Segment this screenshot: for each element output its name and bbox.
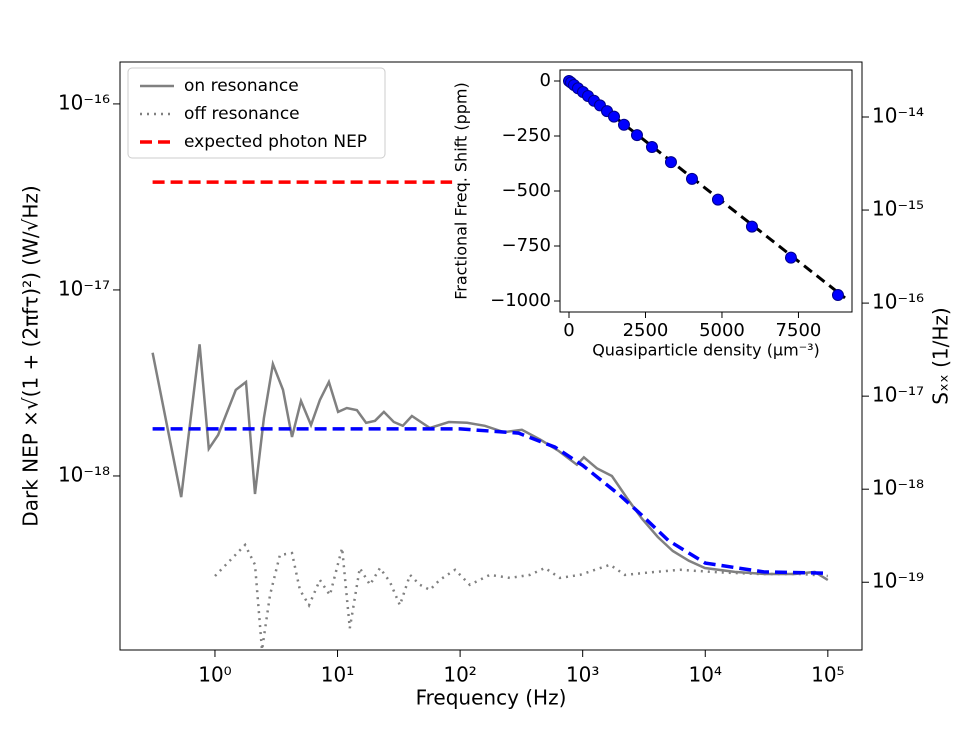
y2-axis-label: Sₓₓ (1/Hz) xyxy=(929,307,953,404)
x-tick-label: 10³ xyxy=(566,663,599,687)
y-tick-label: 10⁻¹⁸ xyxy=(58,462,110,486)
y2-tick-label: 10⁻¹⁵ xyxy=(872,197,924,221)
legend-label: expected photon NEP xyxy=(184,132,367,152)
y2-tick-label: 10⁻¹⁶ xyxy=(872,290,924,314)
y-tick-label: 10⁻¹⁷ xyxy=(58,276,110,300)
y-tick-label: −250 xyxy=(502,125,551,146)
x-tick-label: 10⁰ xyxy=(198,663,231,687)
data-point xyxy=(784,251,797,264)
plot-frame xyxy=(119,61,863,651)
y2-tick-label: 10⁻¹⁴ xyxy=(872,103,924,127)
data-point xyxy=(645,141,658,153)
data-point xyxy=(664,156,677,169)
y2-tick-label: 10⁻¹⁷ xyxy=(872,383,924,407)
x-tick-label: 0 xyxy=(563,320,574,341)
x-axis-label: Quasiparticle density (μm⁻³) xyxy=(592,341,820,360)
x-tick-label: 10⁵ xyxy=(811,663,844,687)
y-tick-label: −750 xyxy=(502,235,551,256)
legend-label: off resonance xyxy=(184,104,300,124)
data-point xyxy=(630,129,643,142)
y-axis-label: Fractional Freq. Shift (ppm) xyxy=(452,82,471,299)
y-tick-label: 10⁻¹⁶ xyxy=(58,90,110,114)
x-tick-label: 7500 xyxy=(776,320,822,341)
series-line xyxy=(214,542,828,651)
y-tick-label: −1000 xyxy=(490,290,551,311)
x-tick-label: 2500 xyxy=(623,320,669,341)
y-tick-label: 0 xyxy=(540,70,551,91)
x-tick-label: 5000 xyxy=(699,320,745,341)
x-tick-label: 10¹ xyxy=(321,663,354,687)
legend-box xyxy=(127,67,386,159)
data-point xyxy=(831,289,844,302)
data-point xyxy=(711,193,724,206)
y-axis-label: Dark NEP ×√(1 + (2πfτ)²) (W/√Hz) xyxy=(19,185,43,526)
data-point xyxy=(617,118,630,131)
x-axis-label: Frequency (Hz) xyxy=(416,686,567,710)
fit-line xyxy=(564,76,846,300)
y2-tick-label: 10⁻¹⁹ xyxy=(872,569,924,593)
legend-label: on resonance xyxy=(184,76,299,96)
series-line xyxy=(151,344,829,582)
y-tick-label: −500 xyxy=(502,180,551,201)
data-point xyxy=(685,172,698,185)
y2-tick-label: 10⁻¹⁸ xyxy=(872,476,924,500)
x-tick-label: 10² xyxy=(443,663,476,687)
data-point xyxy=(608,110,621,123)
x-tick-label: 10⁴ xyxy=(689,663,722,687)
series-line xyxy=(152,427,828,575)
data-point xyxy=(745,220,758,233)
